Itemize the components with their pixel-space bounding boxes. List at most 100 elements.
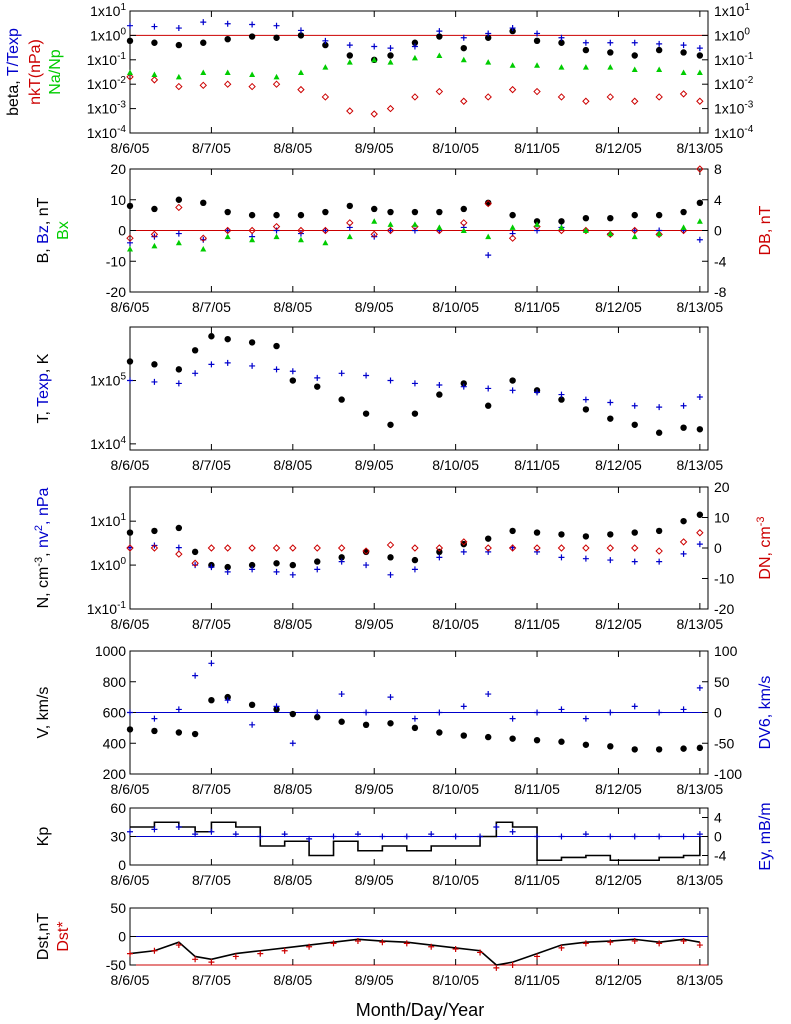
y-tick-label-right: 50 [714, 674, 730, 690]
x-tick-label: 8/6/05 [111, 872, 150, 888]
series-nkt-point [248, 82, 256, 91]
series-nkt-point [386, 104, 395, 113]
y-tick-label-right: 100 [714, 643, 738, 659]
series-nanp-point [322, 64, 329, 70]
series-dst-point [680, 938, 687, 945]
series-nv2-point [656, 558, 663, 565]
series-dn-point [126, 544, 134, 552]
series-texp-point [656, 404, 663, 411]
series-bz-point [485, 252, 492, 259]
series-beta-point [631, 52, 638, 59]
series-ey-point [354, 831, 361, 838]
series-dn-point [337, 544, 346, 552]
series-ey-point [477, 833, 484, 840]
series-ey-point [257, 833, 264, 840]
y-tick-label: 1x104 [90, 435, 126, 452]
series-bz-point [175, 230, 182, 237]
series-dn-point [606, 544, 615, 552]
x-tick-label: 8/13/05 [676, 299, 723, 315]
series-v-point [151, 727, 158, 735]
y-tick-label-right: 8 [714, 161, 722, 177]
y-tick-label: -50 [106, 957, 126, 973]
x-tick-label: 8/7/05 [192, 872, 231, 888]
x-tick-label: 8/8/05 [273, 140, 312, 156]
series-v-point [558, 738, 565, 745]
x-tick-label: 8/12/05 [595, 616, 642, 632]
series-t-point [151, 361, 158, 368]
series-beta-point [484, 34, 492, 41]
series-v-point [362, 721, 370, 728]
panel-frame-4 [129, 486, 709, 610]
series-ttexp-point [249, 21, 256, 28]
series-v-point [411, 724, 419, 732]
series-texp-point [249, 362, 256, 369]
series-beta-point [224, 35, 231, 43]
x-tick-label: 8/11/05 [514, 872, 560, 888]
series-n-point [273, 560, 280, 567]
series-bx-point [249, 236, 256, 243]
x-tick-label: 8/8/05 [273, 872, 312, 888]
series-t-point [411, 410, 419, 417]
series-nkt-point [199, 81, 207, 90]
y-tick-label-right: 1x10-2 [714, 75, 754, 92]
x-tick-label: 8/8/05 [273, 972, 312, 988]
series-db-point [386, 226, 395, 235]
y-axis-label-right: DN, cm-3 [755, 516, 774, 579]
series-n-point [582, 533, 590, 540]
y-tick-label: 0 [118, 857, 126, 873]
series-texp-point [607, 399, 614, 406]
series-dst-point [354, 938, 361, 945]
series-bx-point [411, 221, 418, 227]
series-dn-point [272, 544, 281, 552]
y-axis-label-left: T, Texp, K [35, 353, 52, 423]
y-tick-label: 10 [110, 192, 126, 208]
series-dv6-point [289, 740, 296, 747]
series-nv2-point [460, 548, 467, 555]
series-nkt-point [460, 97, 468, 105]
series-bx-point [460, 227, 467, 233]
series-v-point [248, 701, 256, 709]
series-t-point [696, 426, 704, 433]
series-beta-point [248, 33, 256, 40]
y-axis-label-left: Dst,nT [35, 913, 52, 960]
series-dv6-point [249, 721, 256, 728]
series-t-point [558, 396, 565, 403]
y-axis-label-right: DV6, km/s [757, 676, 774, 750]
x-tick-label: 8/9/05 [355, 140, 394, 156]
x-tick-label: 8/11/05 [514, 972, 560, 988]
series-texp-point [460, 383, 467, 390]
series-nkt-point [606, 93, 615, 101]
series-t-point [224, 335, 231, 343]
series-t-point [680, 424, 687, 431]
series-dst-point [428, 943, 435, 950]
series-v-point [338, 718, 345, 725]
series-bz-point [696, 236, 703, 243]
series-nanp-point [436, 52, 443, 59]
series-b-point [558, 218, 565, 225]
series-ttexp-point [436, 28, 443, 35]
series-texp-point [485, 385, 492, 392]
series-nkt-point [679, 90, 688, 98]
series-nv2-point [696, 541, 703, 548]
x-tick-label: 8/12/05 [595, 781, 642, 797]
series-v-point [224, 693, 231, 701]
y-axis-label-right: Ey, mB/m [757, 802, 774, 870]
series-texp-point [192, 370, 199, 377]
series-dv6-point [387, 694, 394, 701]
series-ttexp-point [460, 34, 467, 41]
series-n-point [411, 556, 419, 564]
series-v-point [314, 713, 321, 721]
series-nanp-point [582, 64, 589, 70]
series-ey-point [509, 828, 516, 835]
series-dn-point [191, 559, 199, 567]
x-tick-label: 8/12/05 [595, 299, 642, 315]
series-bz-point [387, 227, 394, 234]
series-db-point [582, 226, 590, 235]
y-tick-label-right: -50 [714, 735, 734, 751]
series-texp-point [436, 381, 443, 388]
series-dst-point [379, 939, 386, 946]
series-dv6-point [338, 691, 345, 698]
series-ey-point [607, 833, 614, 840]
y-tick-label-right: -20 [714, 601, 734, 617]
series-texp-point [273, 366, 280, 373]
